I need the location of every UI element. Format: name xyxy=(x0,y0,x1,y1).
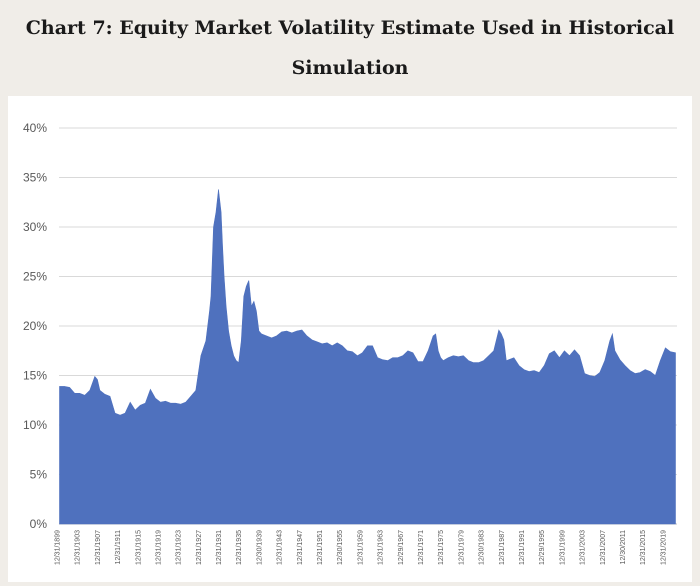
volatility-series-area xyxy=(59,189,676,525)
x-tick-label: 12/29/1995 xyxy=(539,530,546,565)
x-tick-label: 12/29/1967 xyxy=(398,530,405,565)
x-tick-label: 12/31/1975 xyxy=(438,530,445,565)
y-tick-label: 40% xyxy=(23,121,47,135)
x-tick-label: 12/30/1955 xyxy=(337,530,344,565)
x-tick-label: 12/30/2011 xyxy=(620,530,627,565)
x-tick-label: 12/31/1943 xyxy=(277,530,284,565)
x-tick-label: 12/31/1947 xyxy=(297,530,304,565)
x-tick-label: 12/31/1999 xyxy=(559,530,566,565)
y-axis-tick-labels: 0% 5% 10% 15% 20% 25% 30% 35% 40% xyxy=(23,121,47,531)
x-tick-label: 12/31/1915 xyxy=(135,530,142,565)
y-tick-label: 25% xyxy=(23,270,47,284)
x-tick-label: 12/30/1983 xyxy=(479,530,486,565)
y-tick-label: 0% xyxy=(30,517,48,531)
x-tick-label: 12/31/1991 xyxy=(519,530,526,565)
x-tick-label: 12/31/1907 xyxy=(95,530,102,565)
x-tick-label: 12/31/2019 xyxy=(660,530,667,565)
x-tick-label: 12/31/1959 xyxy=(357,530,364,565)
x-tick-label: 12/31/2015 xyxy=(640,530,647,565)
x-tick-label: 12/31/1903 xyxy=(75,530,82,565)
x-tick-label: 12/30/1939 xyxy=(256,530,263,565)
y-tick-label: 30% xyxy=(23,220,47,234)
chart-title-line-2: Simulation xyxy=(291,57,409,79)
x-tick-label: 12/31/1911 xyxy=(115,530,122,565)
x-tick-label: 12/31/1923 xyxy=(176,530,183,565)
chart-title: Chart 7: Equity Market Volatility Estima… xyxy=(0,8,700,88)
x-tick-label: 12/31/2003 xyxy=(580,530,587,565)
y-tick-label: 15% xyxy=(23,369,47,383)
x-tick-label: 12/31/1899 xyxy=(55,530,62,565)
volatility-area-chart: 0%5%10%15%20%25%30%35%40% 12/31/1899 12/3… xyxy=(23,121,677,565)
chart-panel: 0% 5% 10% 15% 20% 25% 30% 35% 40% 12/31/1899 12/3… xyxy=(8,96,692,582)
y-tick-label: 20% xyxy=(23,319,47,333)
x-tick-label: 12/31/1931 xyxy=(216,530,223,565)
x-tick-label: 12/31/1987 xyxy=(499,530,506,565)
x-tick-label: 12/31/1935 xyxy=(236,530,243,565)
chart-title-line-1: Chart 7: Equity Market Volatility Estima… xyxy=(25,17,675,39)
y-tick-label: 5% xyxy=(30,468,48,482)
series-area-group xyxy=(59,189,676,525)
x-tick-label: 12/31/1919 xyxy=(156,530,163,565)
x-tick-label: 12/31/1951 xyxy=(317,530,324,565)
x-tick-label: 12/31/1971 xyxy=(418,530,425,565)
x-tick-label: 12/31/1927 xyxy=(196,530,203,565)
x-tick-label: 12/31/2007 xyxy=(600,530,607,565)
x-tick-label: 12/31/1979 xyxy=(458,530,465,565)
y-tick-label: 35% xyxy=(23,171,47,185)
x-tick-label: 12/31/1963 xyxy=(378,530,385,565)
x-axis-tick-labels: 12/31/1899 12/31/1903 12/31/1907 12/31/1911… xyxy=(55,530,668,565)
y-tick-label: 10% xyxy=(23,418,47,432)
